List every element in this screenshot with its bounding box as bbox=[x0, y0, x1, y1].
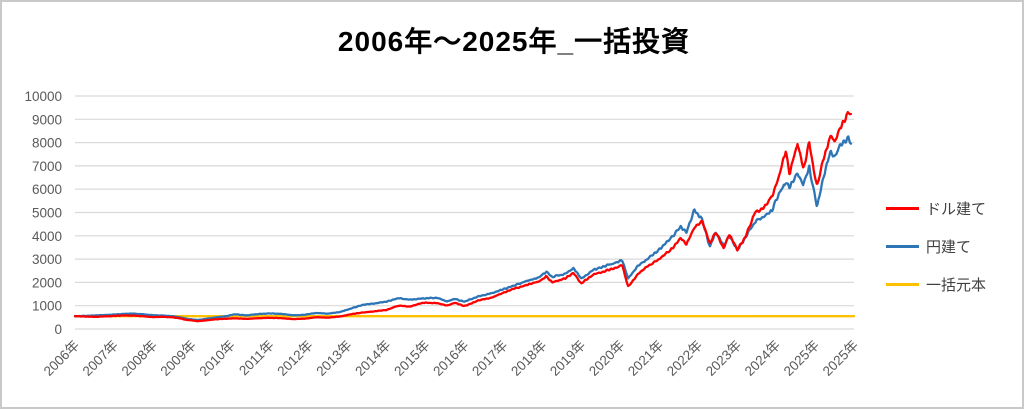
x-axis-label: 2025年 bbox=[820, 338, 861, 379]
legend-label-dollar: ドル建て bbox=[926, 200, 987, 218]
y-axis-label: 5000 bbox=[32, 206, 62, 221]
blue-line-swatch-icon bbox=[886, 244, 919, 248]
y-axis-label: 4000 bbox=[32, 229, 62, 244]
x-axis-label: 2022年 bbox=[664, 338, 705, 379]
x-axis-label: 2010年 bbox=[197, 338, 238, 379]
x-axis-label: 2016年 bbox=[430, 338, 471, 379]
x-axis-label: 2024年 bbox=[742, 338, 783, 379]
y-axis-label: 8000 bbox=[32, 136, 62, 151]
series-line-1 bbox=[73, 135, 853, 322]
x-axis-label: 2006年 bbox=[41, 338, 82, 379]
y-axis-label: 10000 bbox=[24, 89, 62, 104]
y-axis-label: 2000 bbox=[32, 275, 62, 290]
y-axis-label: 9000 bbox=[32, 112, 62, 127]
x-axis-label: 2007年 bbox=[80, 338, 121, 379]
x-axis-label: 2021年 bbox=[625, 338, 666, 379]
x-axis-label: 2014年 bbox=[352, 338, 393, 379]
x-axis-label: 2012年 bbox=[274, 338, 315, 379]
y-axis-label: 3000 bbox=[32, 252, 62, 267]
x-axis-label: 2015年 bbox=[391, 338, 432, 379]
x-axis-label: 2019年 bbox=[547, 338, 588, 379]
x-axis-label: 2011年 bbox=[236, 338, 277, 379]
y-axis-label: 0 bbox=[54, 322, 62, 337]
series-line-2 bbox=[73, 110, 853, 323]
x-axis-label: 2008年 bbox=[119, 338, 160, 379]
y-axis-label: 7000 bbox=[32, 159, 62, 174]
legend-item-principal[interactable]: 一括元本 bbox=[886, 272, 986, 296]
y-axis-label: 6000 bbox=[32, 182, 62, 197]
legend: ドル建て 円建て 一括元本 bbox=[886, 196, 986, 296]
gold-line-swatch-icon bbox=[886, 282, 919, 286]
x-axis-label: 2009年 bbox=[158, 338, 199, 379]
x-axis-label: 2023年 bbox=[703, 338, 744, 379]
legend-item-yen[interactable]: 円建て bbox=[886, 234, 986, 258]
x-axis-label: 2020年 bbox=[586, 338, 627, 379]
legend-label-principal: 一括元本 bbox=[926, 276, 987, 294]
chart-title: 2006年～2025年_一括投資 bbox=[337, 26, 691, 57]
legend-label-yen: 円建て bbox=[926, 238, 972, 256]
x-axis-label: 2018年 bbox=[508, 338, 549, 379]
x-axis-label: 2013年 bbox=[313, 338, 354, 379]
legend-item-dollar[interactable]: ドル建て bbox=[886, 196, 986, 220]
x-axis-label: 2025年 bbox=[781, 338, 822, 379]
red-line-swatch-icon bbox=[886, 206, 919, 210]
x-axis-label: 2017年 bbox=[469, 338, 510, 379]
y-axis-label: 1000 bbox=[32, 299, 62, 314]
